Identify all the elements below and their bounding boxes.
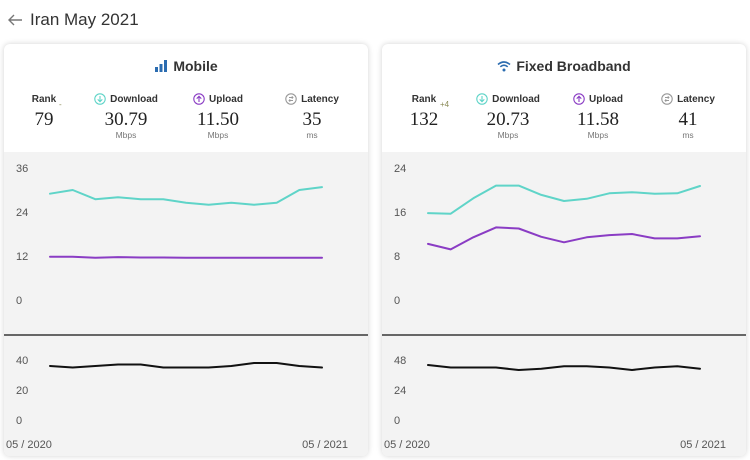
upload-series-line — [49, 255, 323, 259]
upload-series-line — [427, 226, 701, 251]
speed-tick-label: 24 — [16, 207, 28, 219]
download-icon — [476, 93, 488, 105]
latency-metric: Latency 41 ms — [652, 92, 724, 140]
speed-tick-label: 16 — [394, 207, 406, 219]
latency-panel — [4, 336, 368, 456]
upload-icon — [573, 93, 585, 105]
x-start-label: 05 / 2020 — [6, 439, 52, 451]
rank-label: Rank — [31, 93, 57, 105]
latency-label: Latency — [301, 93, 339, 105]
card-title: Fixed Broadband — [382, 56, 746, 76]
download-metric: Download 30.79 Mbps — [86, 92, 166, 140]
download-unit: Mbps — [497, 130, 519, 140]
upload-unit: Mbps — [587, 130, 609, 140]
fixed-chart-area: 0 8 16 24 0 24 48 05 / 2020 05 / 2021 — [382, 152, 746, 456]
latency-tick-label: 0 — [16, 415, 22, 427]
card-title-text: Fixed Broadband — [516, 58, 631, 74]
upload-value: 11.58 — [576, 109, 620, 130]
download-value: 20.73 — [486, 109, 530, 130]
download-label: Download — [110, 93, 158, 105]
upload-icon — [193, 93, 205, 105]
upload-metric: Upload 11.50 Mbps — [182, 92, 254, 140]
latency-tick-label: 0 — [394, 415, 400, 427]
download-series-line — [49, 186, 323, 206]
latency-tick-label: 40 — [16, 355, 28, 367]
upload-unit: Mbps — [207, 130, 229, 140]
mobile-chart: 0 12 24 36 0 20 40 05 / 2020 05 / 2021 — [4, 163, 368, 456]
rank-value: 132 — [409, 109, 439, 130]
latency-series-line — [427, 364, 701, 371]
latency-tick-label: 48 — [394, 355, 406, 367]
wifi-icon — [497, 61, 511, 72]
rank-value: 79 — [34, 109, 54, 130]
upload-value: 11.50 — [196, 109, 240, 130]
page-title: Iran May 2021 — [30, 10, 139, 29]
latency-tick-label: 20 — [16, 385, 28, 397]
download-icon — [94, 93, 106, 105]
latency-value: 41 — [678, 109, 698, 130]
latency-unit: ms — [682, 130, 694, 140]
upload-label: Upload — [209, 93, 243, 105]
upload-metric: Upload 11.58 Mbps — [562, 92, 634, 140]
rank-label: Rank — [411, 93, 437, 105]
download-unit: Mbps — [115, 130, 137, 140]
back-arrow-icon[interactable] — [6, 11, 24, 29]
download-label: Download — [492, 93, 540, 105]
speed-tick-label: 12 — [16, 251, 28, 263]
x-end-label: 05 / 2021 — [680, 439, 726, 451]
signal-bars-icon — [155, 60, 168, 72]
rank-delta: +4 — [440, 100, 450, 109]
latency-panel — [382, 336, 746, 456]
latency-unit: ms — [306, 130, 318, 140]
latency-icon — [661, 93, 673, 105]
rank-delta: - — [59, 100, 62, 109]
fixed-broadband-chart: 0 8 16 24 0 24 48 05 / 2020 05 / 2021 — [382, 163, 746, 456]
speed-tick-label: 0 — [394, 295, 400, 307]
latency-value: 35 — [302, 109, 322, 130]
page-header: Iran May 2021 — [6, 8, 139, 32]
speed-tick-label: 36 — [16, 163, 28, 175]
download-value: 30.79 — [104, 109, 148, 130]
rank-metric: Rank 132 — [404, 92, 444, 130]
mobile-chart-area: 0 12 24 36 0 20 40 05 / 2020 05 / 2021 — [4, 152, 368, 456]
latency-icon — [285, 93, 297, 105]
latency-series-line — [49, 362, 323, 369]
download-metric: Download 20.73 Mbps — [468, 92, 548, 140]
card-title-text: Mobile — [173, 58, 218, 74]
speed-tick-label: 0 — [16, 295, 22, 307]
latency-label: Latency — [677, 93, 715, 105]
speed-tick-label: 8 — [394, 251, 400, 263]
card-title: Mobile — [4, 56, 368, 76]
speed-tick-label: 24 — [394, 163, 406, 175]
download-series-line — [427, 184, 701, 215]
mobile-card: Mobile Rank 79 - Download 30.79 Mbps Upl… — [4, 44, 368, 456]
fixed-broadband-card: Fixed Broadband Rank 132 +4 Download 20.… — [382, 44, 746, 456]
x-end-label: 05 / 2021 — [302, 439, 348, 451]
rank-metric: Rank 79 — [26, 92, 62, 130]
x-start-label: 05 / 2020 — [384, 439, 430, 451]
upload-label: Upload — [589, 93, 623, 105]
latency-tick-label: 24 — [394, 385, 406, 397]
latency-metric: Latency 35 ms — [276, 92, 348, 140]
